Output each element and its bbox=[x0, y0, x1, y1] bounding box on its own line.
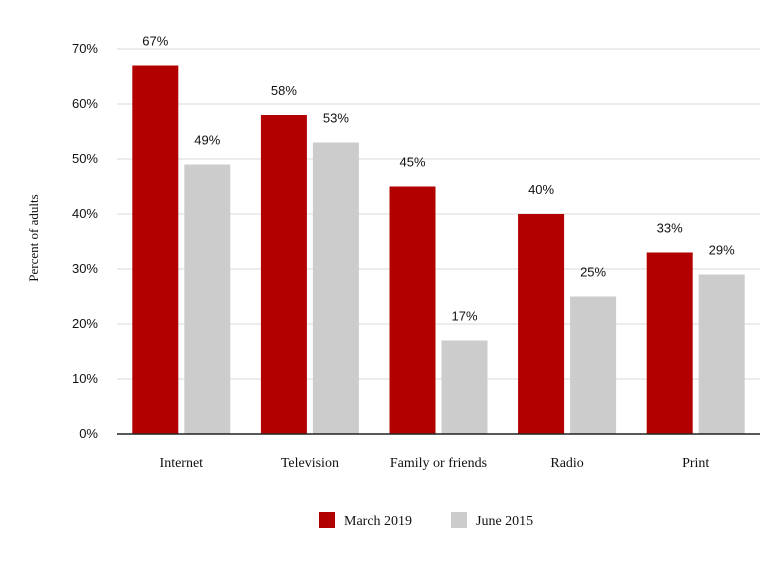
bar bbox=[312, 142, 359, 434]
x-axis-categories: Internet Television Family or friends Radio… bbox=[160, 456, 710, 471]
legend-label: March 2019 bbox=[344, 514, 412, 529]
x-category-label: Television bbox=[281, 456, 339, 471]
y-axis-title: Percent of adults bbox=[26, 194, 41, 281]
bar bbox=[132, 65, 179, 434]
y-tick-label: 30% bbox=[72, 261, 98, 276]
y-tick-label: 40% bbox=[72, 206, 98, 221]
legend-swatch bbox=[319, 512, 335, 528]
data-label: 29% bbox=[709, 243, 735, 258]
bar bbox=[184, 164, 231, 434]
y-tick-label: 10% bbox=[72, 371, 98, 386]
data-label: 17% bbox=[451, 309, 477, 324]
legend-label: June 2015 bbox=[476, 514, 533, 529]
y-tick-label: 50% bbox=[72, 151, 98, 166]
bars bbox=[132, 65, 745, 434]
x-category-label: Radio bbox=[550, 456, 583, 471]
bar bbox=[260, 115, 307, 434]
data-label: 67% bbox=[142, 34, 168, 49]
x-category-label: Print bbox=[682, 456, 709, 471]
data-labels: 67% 49% 58% 53% 45% 17% 40% 25% 33% 29% bbox=[142, 34, 735, 324]
bar bbox=[646, 252, 693, 434]
data-label: 49% bbox=[194, 133, 220, 148]
y-tick-label: 60% bbox=[72, 96, 98, 111]
data-label: 40% bbox=[528, 182, 554, 197]
bar bbox=[518, 214, 565, 434]
data-label: 25% bbox=[580, 265, 606, 280]
y-axis-ticks: 0% 10% 20% 30% 40% 50% 60% 70% bbox=[72, 41, 98, 441]
bar bbox=[389, 186, 436, 434]
y-tick-label: 20% bbox=[72, 316, 98, 331]
data-label: 33% bbox=[657, 221, 683, 236]
bar bbox=[570, 296, 617, 434]
legend-swatch bbox=[451, 512, 467, 528]
data-label: 45% bbox=[399, 155, 425, 170]
y-tick-label: 70% bbox=[72, 41, 98, 56]
bar bbox=[698, 274, 745, 434]
bar bbox=[441, 340, 488, 434]
data-label: 53% bbox=[323, 111, 349, 126]
data-label: 58% bbox=[271, 83, 297, 98]
legend: March 2019 June 2015 bbox=[319, 512, 533, 529]
x-category-label: Family or friends bbox=[390, 456, 487, 471]
x-category-label: Internet bbox=[160, 456, 204, 471]
y-tick-label: 0% bbox=[79, 426, 98, 441]
